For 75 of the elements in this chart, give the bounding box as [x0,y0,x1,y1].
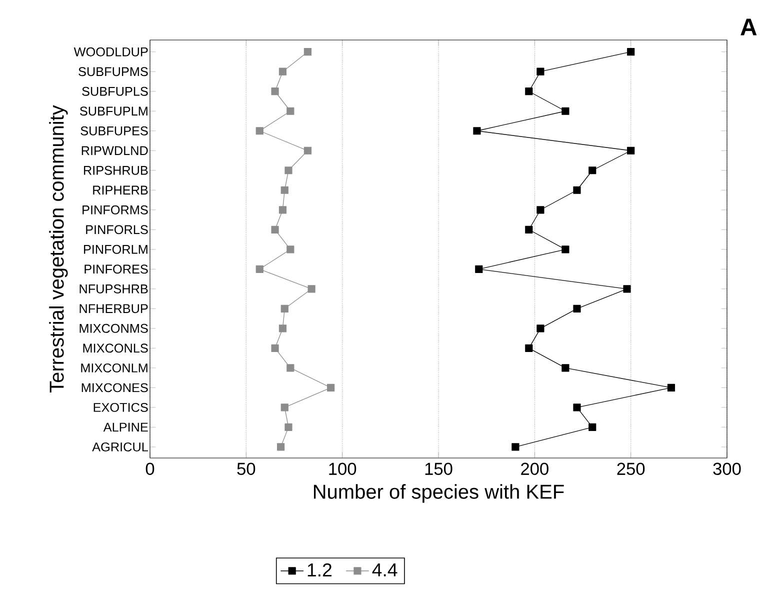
point [512,443,520,451]
legend-label: 1.2 [308,563,332,576]
point [256,265,264,273]
y-tick-label: MIXCONLM [81,363,148,372]
x-axis-title: Number of species with KEF [314,484,564,503]
point [573,404,581,412]
point [627,48,635,56]
point [536,324,544,332]
y-tick-label: SUBFUPLS [82,86,148,96]
x-tick-label: 300 [713,462,741,475]
y-tick-label: MIXCONLS [83,344,148,353]
point [271,226,279,234]
point [278,68,287,76]
x-tick-label: 200 [521,462,548,475]
point [286,364,294,372]
y-tick-label: PINFORES [84,264,148,274]
y-tick-label: RIPWDLND [82,146,148,155]
point [525,344,533,352]
point [525,88,533,96]
point [475,265,483,273]
y-tick-label: SUBFUPLM [80,106,148,116]
x-tick-label: 150 [425,462,452,475]
y-tick-label: SUBFUPES [80,126,148,136]
y-tick-label: PINFORLM [84,244,148,254]
y-tick-label: NFHERBUP [80,304,148,314]
point [326,384,335,392]
point [573,186,581,194]
text: A [740,18,757,36]
x-tick-label: 250 [617,462,645,475]
point [284,166,292,174]
point [271,88,279,96]
y-tick-label: NFUPSHRB [80,284,148,294]
point [278,324,287,332]
y-tick-label: RIPSHRUB [84,166,148,175]
point [256,127,264,135]
x-tick-label: 50 [237,462,256,475]
point [562,364,570,372]
y-tick-label: ALPINE [103,422,148,432]
x-tick-label: 0 [146,462,154,475]
point [573,304,581,312]
point [536,68,544,76]
point [276,443,285,451]
y-tick-label: EXOTICS [94,402,148,412]
point [304,146,312,154]
point [562,107,570,115]
point [525,226,533,234]
y-axis-title: Terrestrial vegetation community [49,105,68,393]
point [588,423,596,431]
point [271,344,279,352]
point [286,107,294,115]
point [280,186,288,194]
legend-label: 4.4 [372,563,398,576]
point [588,166,596,174]
point [286,246,294,254]
point [667,384,676,392]
point [280,304,288,312]
point [473,127,481,135]
point [536,206,544,214]
point [284,423,292,431]
y-tick-label: AGRICUL [92,442,148,452]
x-tick-label: 100 [329,462,356,475]
y-tick-label: MIXCONES [82,383,148,392]
point [562,246,570,254]
point [627,146,635,154]
point [623,285,631,293]
point [304,48,312,56]
y-tick-label: PINFORMS [82,205,148,214]
y-tick-label: MIXCONMS [80,324,148,333]
y-tick-label: PINFORLS [86,225,148,234]
y-tick-label: SUBFUPMS [78,67,148,76]
y-tick-label: WOODLDUP [74,47,148,56]
y-tick-label: RIPHERB [93,186,148,194]
point [308,285,316,293]
point [280,404,288,412]
point [278,206,287,214]
